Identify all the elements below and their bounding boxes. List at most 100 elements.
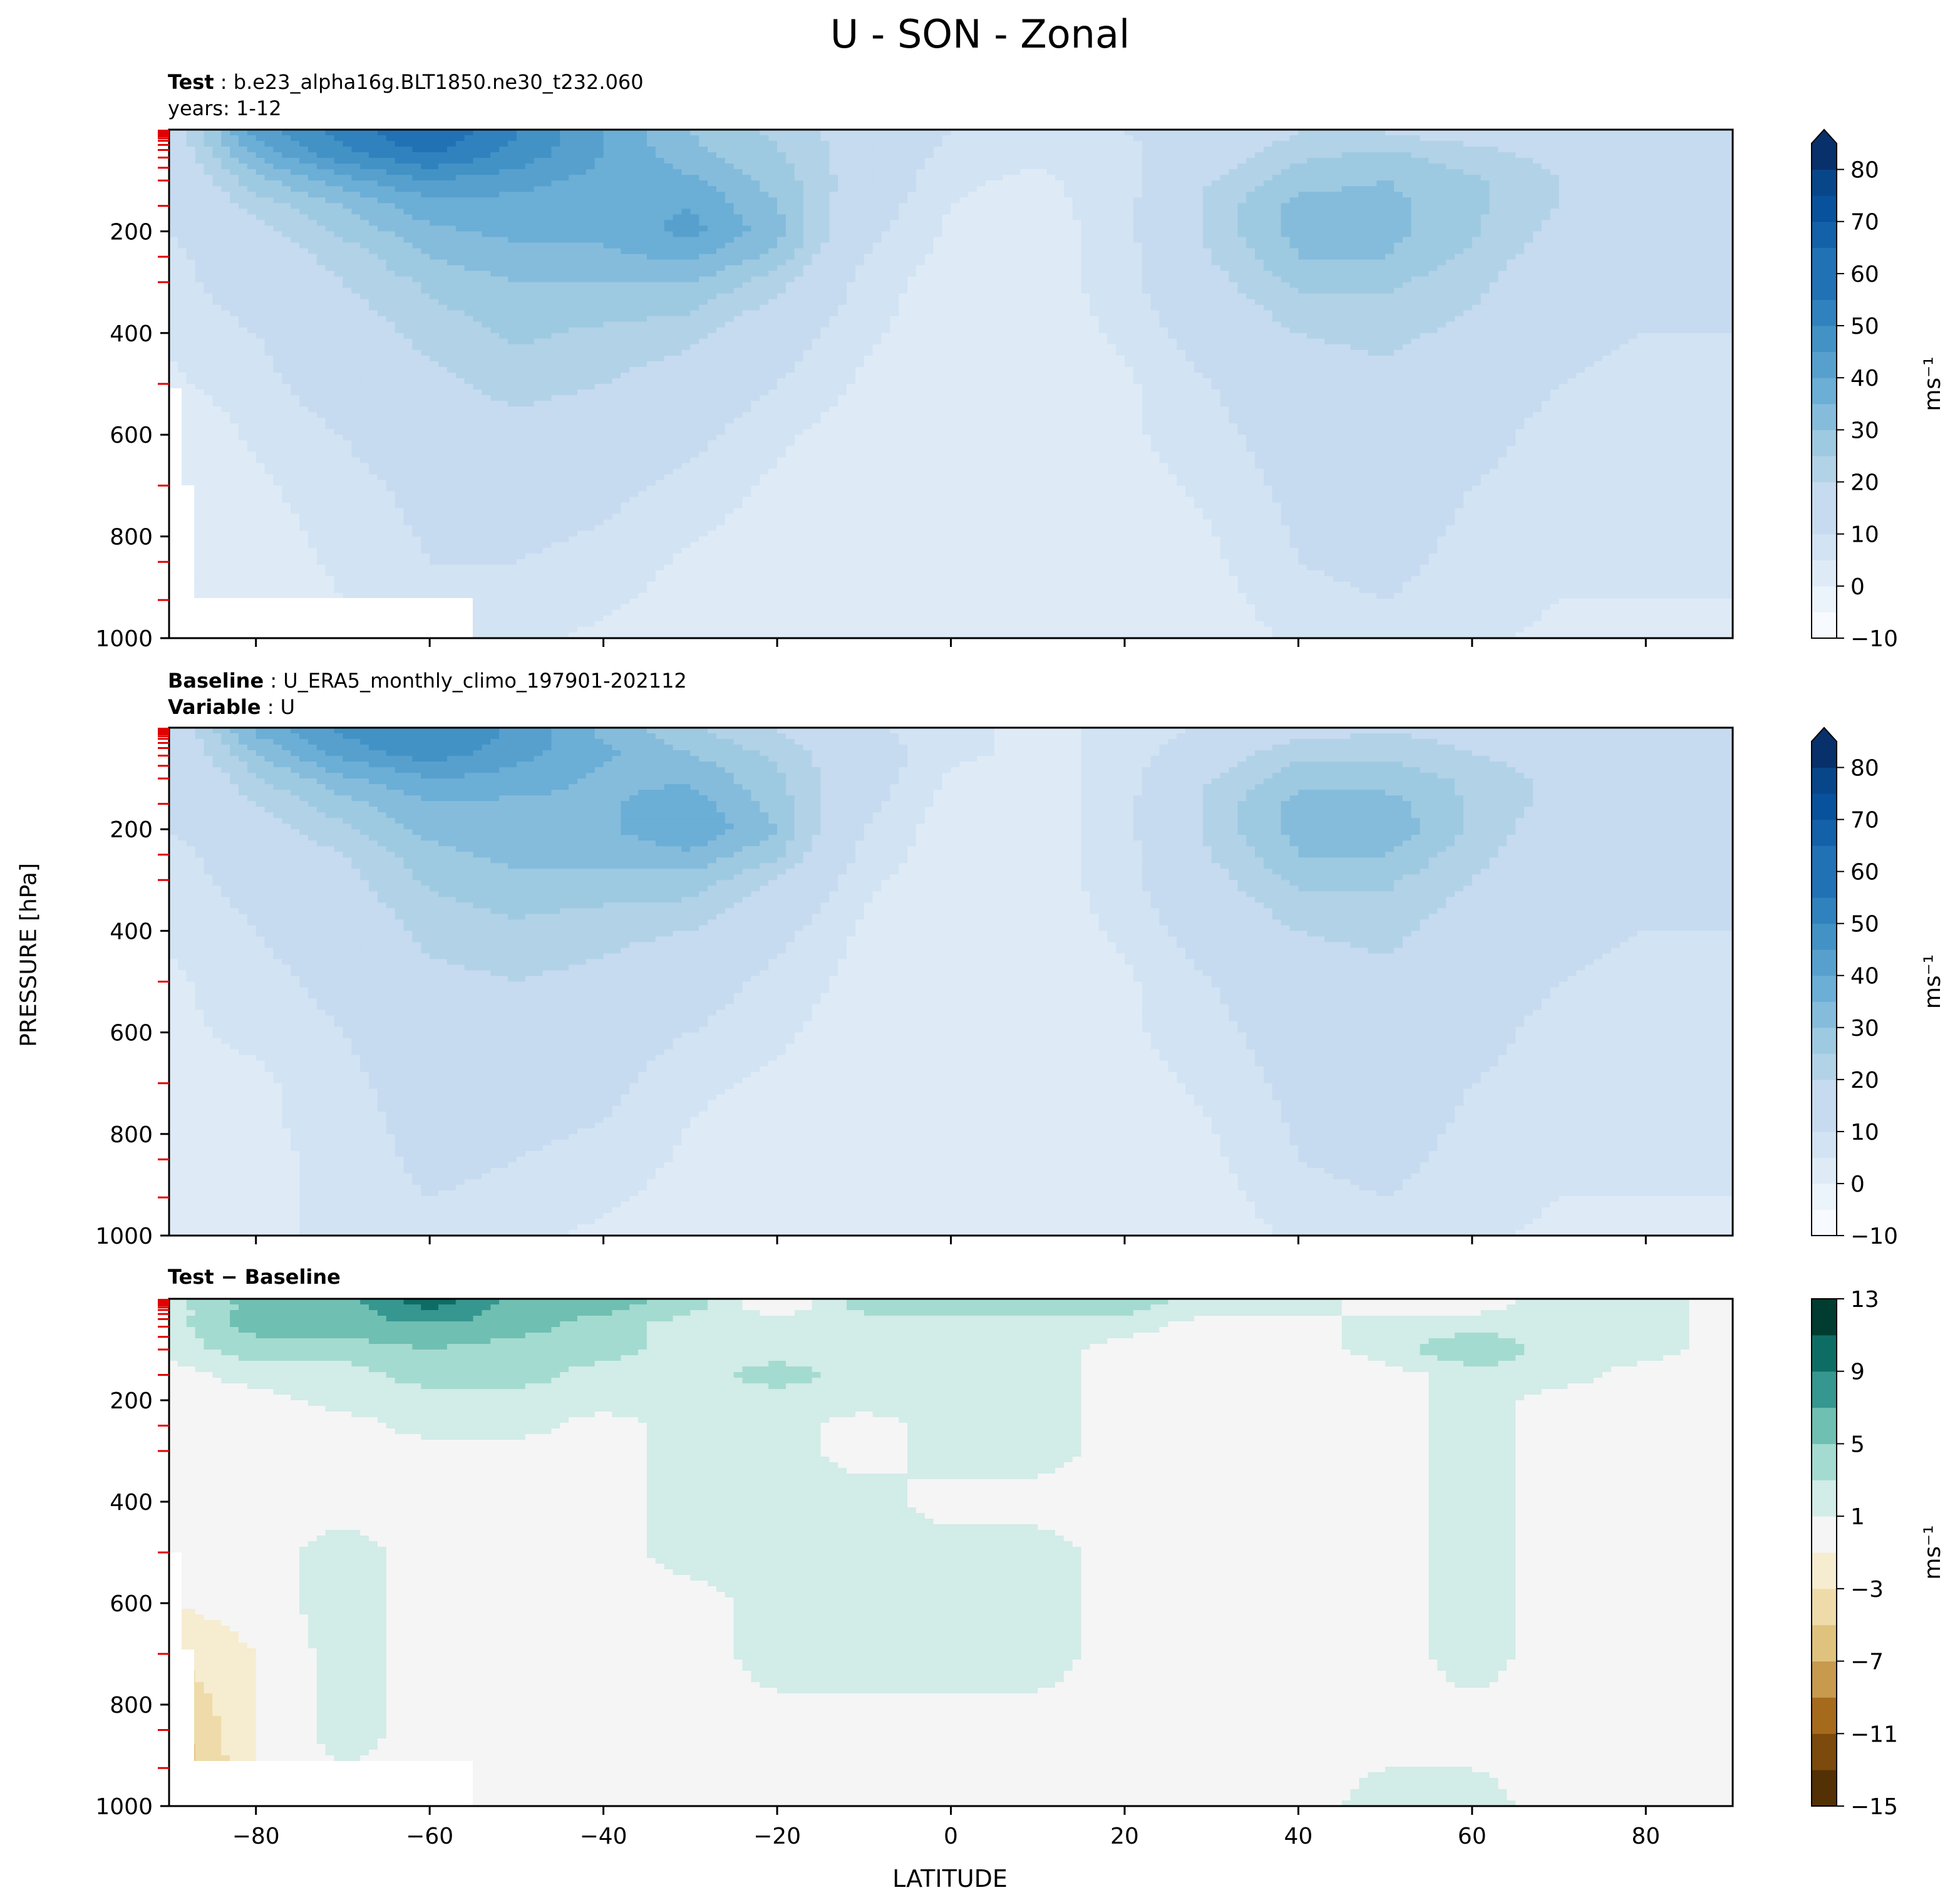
contour-cell [1594, 1378, 1733, 1384]
contour-cell [1524, 242, 1621, 249]
contour-cell [1281, 502, 1464, 509]
contour-cell [1072, 1457, 1430, 1463]
contour-cell [395, 1139, 552, 1146]
contour-cell [1281, 976, 1455, 983]
contour-cell [847, 242, 874, 249]
contour-cell [673, 1150, 1221, 1157]
contour-cell [238, 1049, 352, 1056]
contour-cell [569, 175, 699, 181]
contour-cell [907, 192, 969, 198]
contour-cell [1081, 829, 1134, 835]
contour-cell [1081, 271, 1143, 277]
contour-cell [430, 1049, 552, 1056]
contour-cell [1420, 1162, 1733, 1169]
contour-cell [351, 925, 405, 931]
contour-cell [916, 829, 1082, 835]
contour-cell [646, 361, 735, 368]
contour-cell [1281, 829, 1421, 835]
contour-cell [1428, 1620, 1516, 1626]
contour-cell [560, 457, 691, 463]
contour-cell [186, 1727, 222, 1733]
contour-cell [794, 835, 813, 841]
contour-cell [455, 372, 621, 379]
contour-cell [230, 130, 248, 136]
contour-cell [847, 953, 1125, 960]
contour-cell [1532, 790, 1629, 796]
contour-cell [1420, 412, 1534, 418]
contour-cell [1411, 231, 1482, 238]
contour-cell [221, 767, 248, 773]
contour-cell [594, 1361, 769, 1367]
contour-cell [195, 271, 266, 277]
contour-cell [1237, 282, 1291, 289]
contour-cell [369, 220, 430, 226]
contour-cell [603, 321, 726, 328]
contour-cell [1081, 254, 1143, 261]
contour-cell [1177, 863, 1221, 869]
contour-cell [334, 728, 500, 734]
contour-cell [351, 366, 448, 373]
contour-cell [1211, 857, 1264, 864]
contour-cell [777, 321, 830, 328]
contour-cell [1003, 175, 1056, 181]
contour-cell [1272, 908, 1438, 914]
colorbar-tick-label: 30 [1850, 418, 1879, 443]
contour-cell [1455, 254, 1516, 261]
contour-cell [1142, 852, 1177, 858]
contour-cell [212, 395, 300, 401]
contour-cell [1272, 1229, 1516, 1236]
contour-cell [708, 530, 1212, 537]
contour-cell [751, 976, 830, 983]
contour-cell [812, 423, 1143, 430]
contour-cell [299, 976, 387, 983]
contour-cell [612, 514, 726, 520]
contour-cell [386, 1688, 778, 1694]
contour-cell [838, 829, 865, 835]
contour-cell [1081, 835, 1134, 841]
contour-cell [1142, 869, 1186, 875]
missing-data-region [169, 1552, 473, 1806]
contour-cell [360, 192, 421, 198]
contour-cell [725, 818, 769, 824]
contour-cell [1289, 1139, 1438, 1146]
contour-cell [169, 1631, 239, 1638]
contour-cell [534, 756, 613, 762]
contour-cell [820, 248, 847, 255]
contour-cell [386, 1637, 735, 1643]
contour-cell [395, 502, 621, 509]
contour-cell [238, 790, 291, 796]
contour-cell [1428, 1648, 1516, 1655]
contour-cell [1159, 1055, 1256, 1061]
contour-cell [169, 1536, 317, 1542]
contour-cell [594, 733, 656, 740]
contour-cell [716, 880, 769, 886]
contour-cell [1619, 242, 1733, 249]
contour-cell [1081, 750, 1160, 756]
contour-cell [455, 897, 683, 903]
contour-cell [1411, 209, 1490, 215]
contour-cell [794, 801, 822, 807]
contour-cell [907, 762, 960, 768]
contour-cell [785, 220, 804, 226]
contour-cell [291, 384, 369, 390]
contour-cell [829, 728, 890, 734]
contour-cell [169, 1055, 257, 1061]
contour-cell [1489, 192, 1560, 198]
colorbar-band [1812, 508, 1837, 535]
contour-cell [812, 919, 856, 926]
contour-cell [699, 536, 1221, 543]
contour-cell [603, 130, 647, 136]
contour-cell [369, 463, 491, 469]
contour-cell [803, 857, 830, 864]
contour-cell [1515, 1457, 1733, 1463]
contour-cell [1411, 276, 1499, 283]
contour-cell [169, 1190, 300, 1197]
contour-cell [169, 186, 196, 192]
contour-cell [1272, 1083, 1473, 1090]
contour-cell [195, 1366, 369, 1373]
contour-cell [316, 840, 378, 847]
contour-cell [1090, 299, 1152, 306]
contour-cell [221, 1350, 639, 1356]
contour-cell [1142, 998, 1221, 1005]
contour-cell [1272, 773, 1438, 779]
